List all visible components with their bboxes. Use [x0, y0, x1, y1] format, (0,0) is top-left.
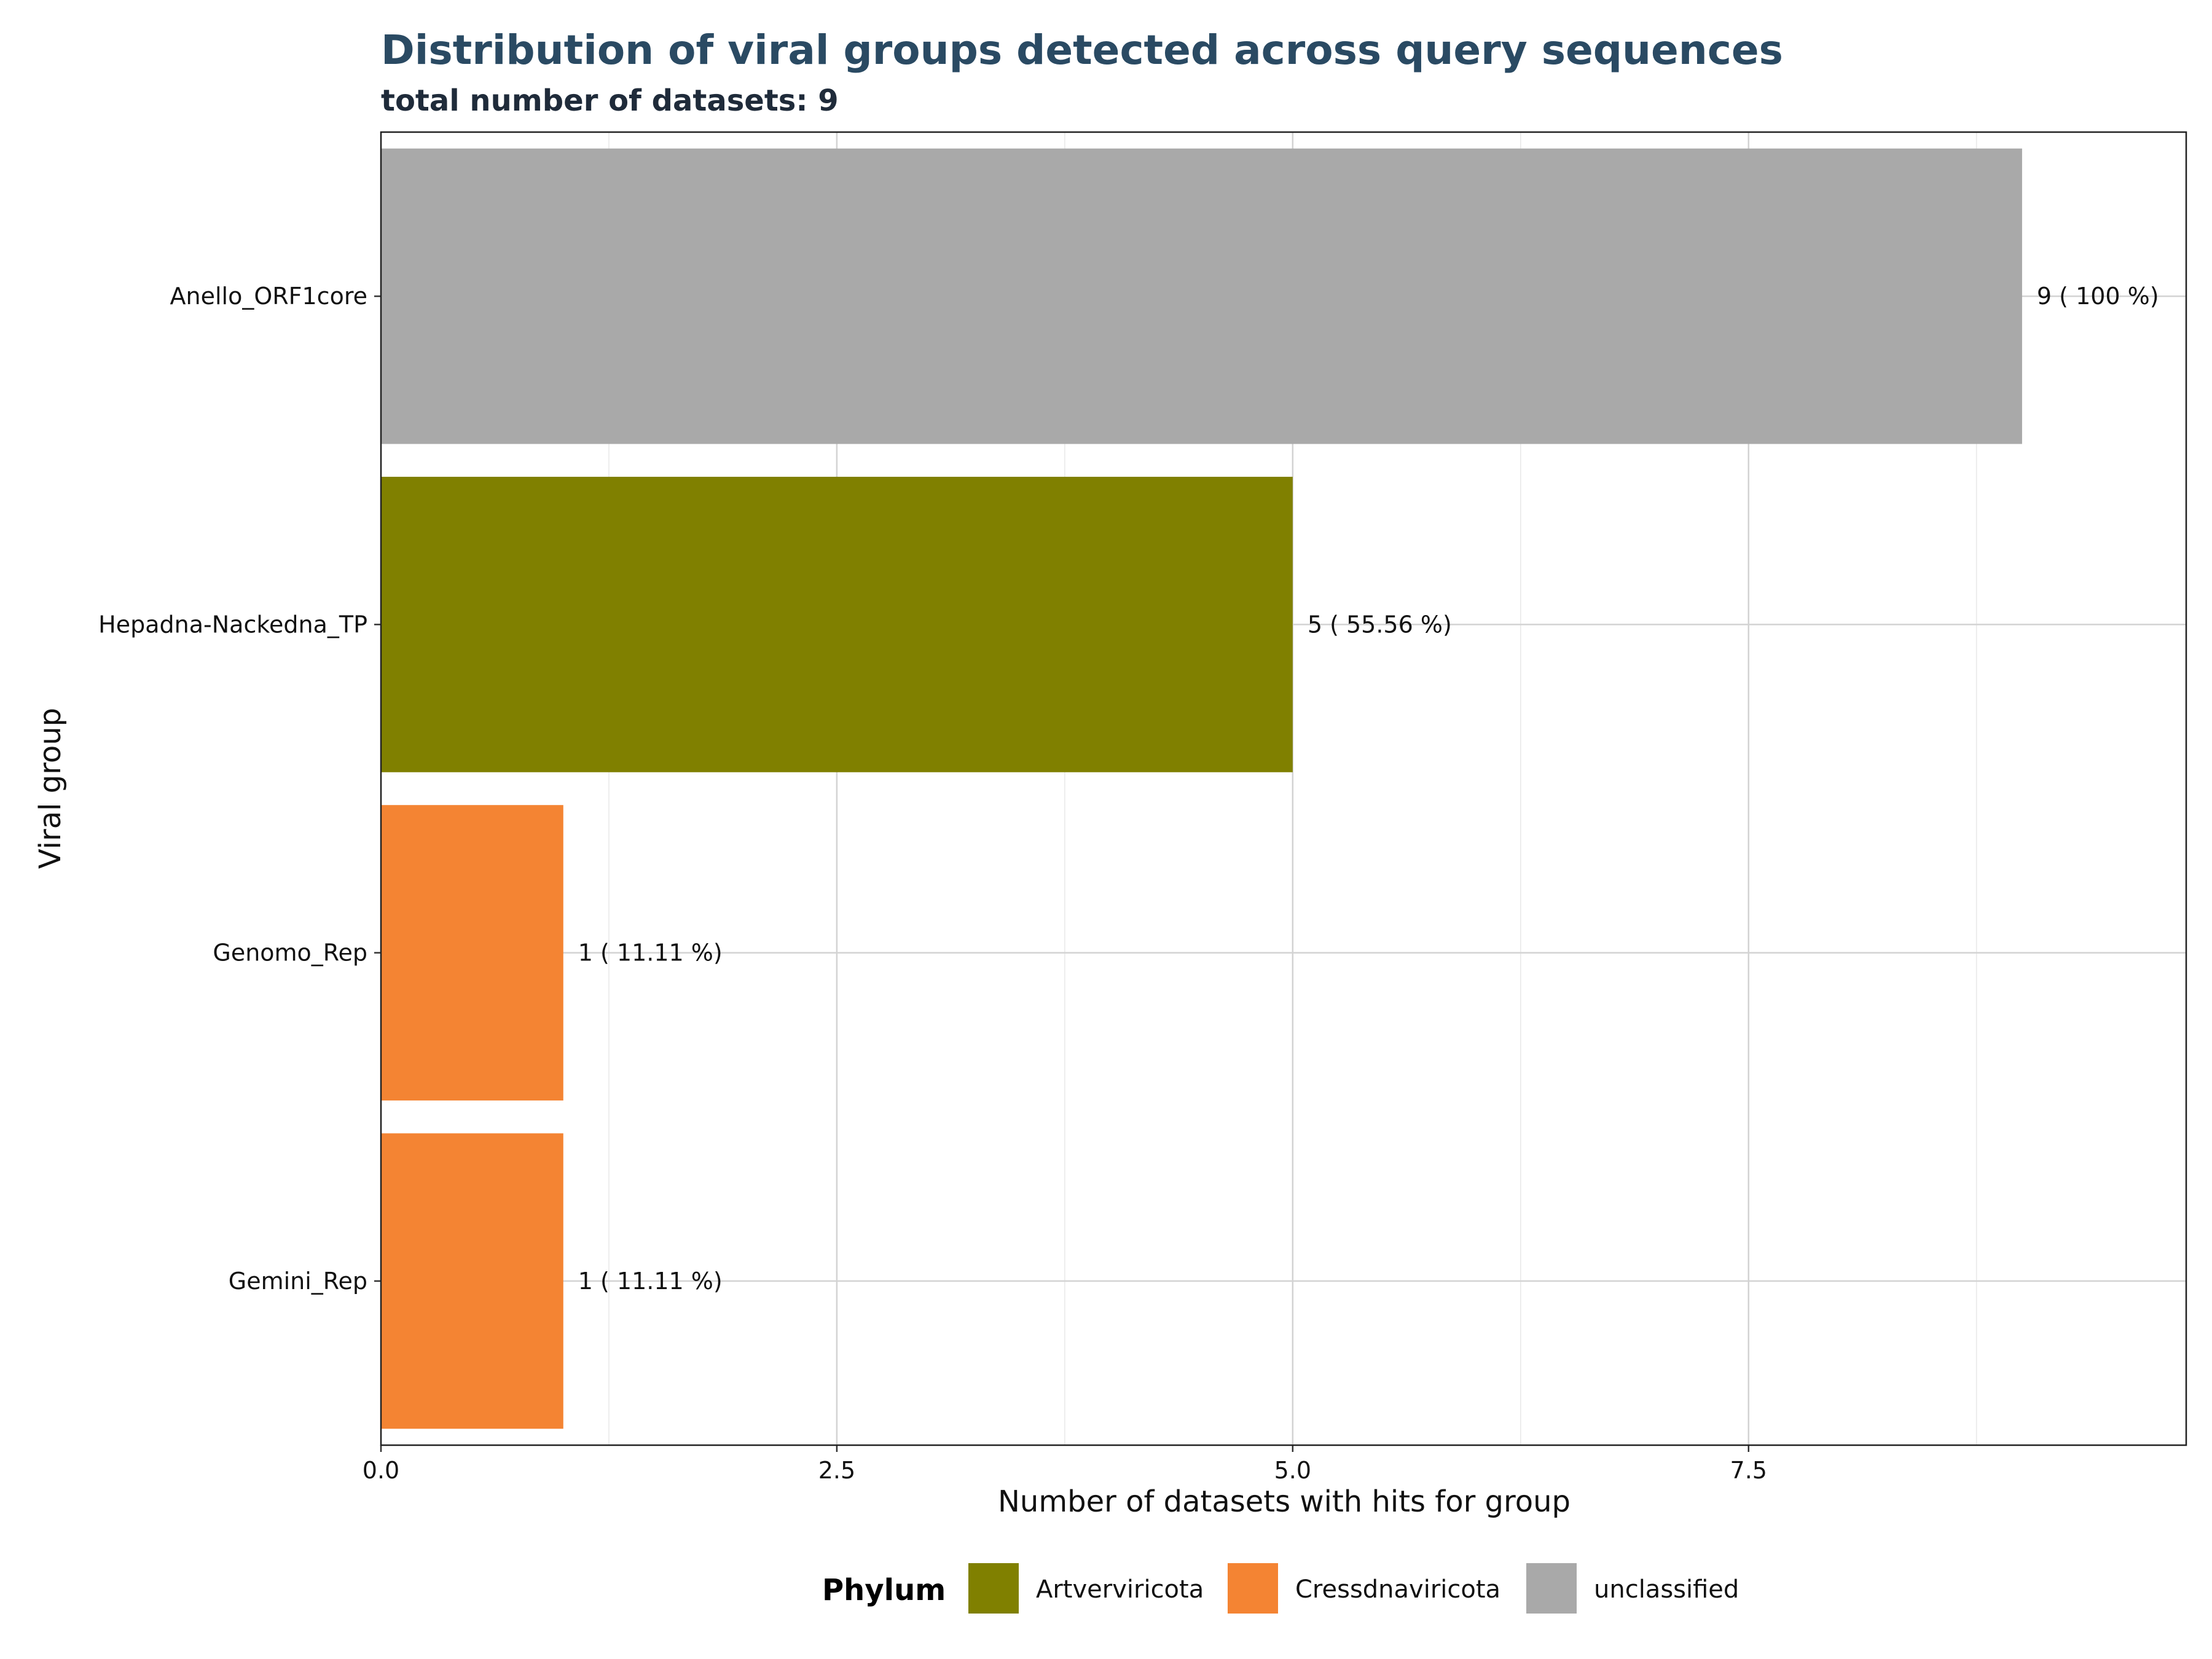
x-tick-label: 7.5: [1730, 1457, 1767, 1484]
x-axis-title: Number of datasets with hits for group: [998, 1484, 1571, 1519]
legend-key-artverviricota: [968, 1563, 1019, 1614]
bars: [381, 148, 2022, 1429]
y-axis-title: Viral group: [33, 708, 68, 869]
plot-panel-border: [380, 131, 2187, 1446]
x-tick-label: 0.0: [363, 1457, 399, 1484]
bar-value-label: 1 ( 11.11 %): [578, 939, 723, 967]
legend-title: Phylum: [822, 1573, 946, 1607]
legend-label: unclassified: [1594, 1575, 1739, 1604]
bar-value-label: 5 ( 55.56 %): [1308, 611, 1452, 638]
chart-title: Distribution of viral groups detected ac…: [381, 26, 1783, 74]
legend-key-cressdnaviricota: [1228, 1563, 1278, 1614]
bar-anello_orf1core: [381, 148, 2022, 444]
x-tick-labels: 0.0 2.5 5.0 7.5: [363, 1445, 1767, 1484]
x-tick-label: 5.0: [1274, 1457, 1311, 1484]
legend-key-unclassified: [1526, 1563, 1577, 1614]
y-tick-label: Gemini_Rep: [229, 1268, 367, 1295]
legend: Phylum Artverviricota Cressdnaviricota unc…: [822, 1563, 1739, 1614]
x-tick-label: 2.5: [818, 1457, 855, 1484]
bar-value-label: 9 ( 100 %): [2037, 283, 2159, 310]
y-tick-label: Anello_ORF1core: [170, 283, 367, 310]
y-tick-labels: Anello_ORF1core Hepadna-Nackedna_TP Genomo…: [98, 283, 381, 1295]
data-labels: 9 ( 100 %) 5 ( 55.56 %) 1 ( 11.11 %) 1 ( 11…: [578, 283, 2159, 1295]
legend-label: Cressdnaviricota: [1295, 1575, 1500, 1604]
y-tick-label: Genomo_Rep: [213, 939, 367, 967]
y-tick-label: Hepadna-Nackedna_TP: [98, 611, 367, 638]
bar-value-label: 1 ( 11.11 %): [578, 1268, 723, 1295]
bar-hepadna-nackedna_tp: [381, 476, 1293, 772]
bar-genomo_rep: [381, 805, 563, 1101]
legend-label: Artverviricota: [1036, 1575, 1204, 1604]
bar-gemini_rep: [381, 1133, 563, 1429]
chart-subtitle: total number of datasets: 9: [381, 84, 839, 118]
